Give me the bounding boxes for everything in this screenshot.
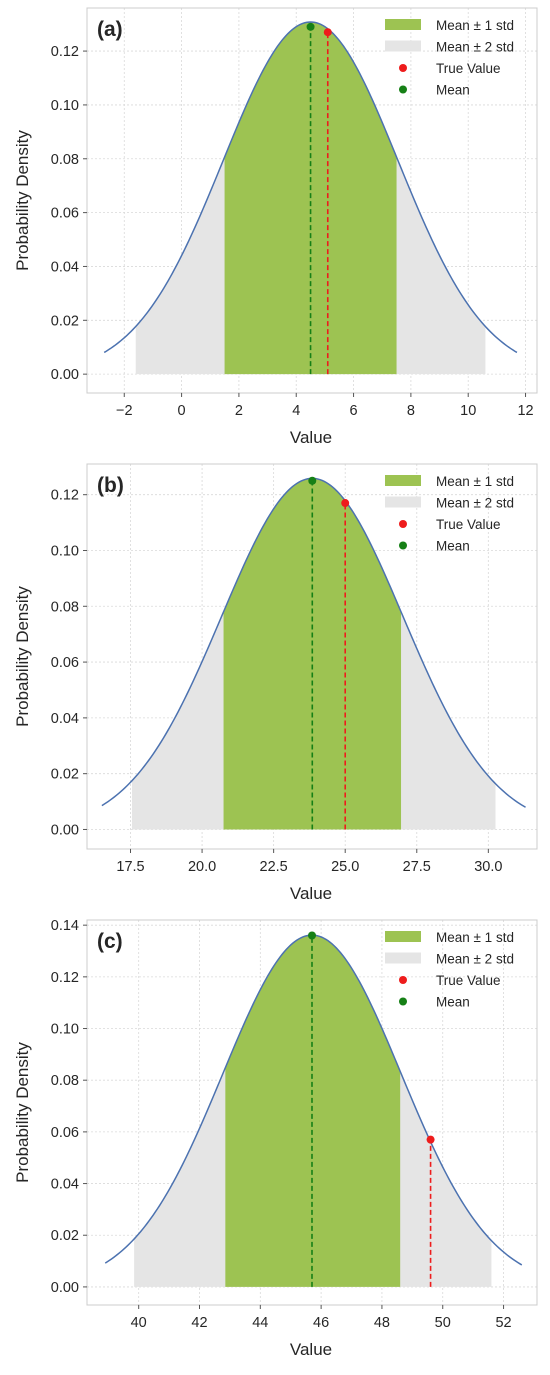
panel-a-mean-point <box>306 22 315 31</box>
panel-c-y-tick-label: 0.02 <box>51 1228 79 1244</box>
panel-c-x-tick-label: 44 <box>252 1315 268 1331</box>
panel-c-y-tick-label: 0.12 <box>51 970 79 986</box>
panel-c: 40 42 44 46 48 50 52 0.00 0.02 0.04 0.06 0.08 0.10 0.… <box>13 918 538 1359</box>
panel-a-x-tick-label: 12 <box>517 403 533 419</box>
panel-c-x-tick-label: 52 <box>495 1315 511 1331</box>
panel-b-y-tick-label: 0.10 <box>51 543 79 559</box>
panel-c-y-tick-label: 0.08 <box>51 1073 79 1089</box>
panel-b-legend-label: Mean ± 2 std <box>436 496 514 511</box>
panel-a: −2 0 2 4 6 8 10 12 0.00 0.02 0.04 0.06 0.08 0.10 0.12 V… <box>13 7 538 447</box>
panel-c-x-tick-label: 40 <box>131 1315 147 1331</box>
panel-a-y-tick-label: 0.00 <box>51 367 79 383</box>
panel-c-legend-label: Mean <box>436 995 470 1010</box>
panel-b: 17.5 20.0 22.5 25.0 27.5 30.0 0.00 0.02 0.04 0.06… <box>13 463 538 903</box>
panel-b-legend-marker-true-value <box>399 520 407 528</box>
panel-c-y-axis-title: Probability Density <box>13 1042 32 1183</box>
panel-a-x-tick-label: 4 <box>292 403 300 419</box>
panel-b-y-tick-label: 0.12 <box>51 488 79 504</box>
panel-b-x-tick-label: 25.0 <box>331 859 359 875</box>
panel-a-density-curve <box>103 21 518 354</box>
panel-b-y-tick-label: 0.08 <box>51 599 79 615</box>
panel-a-frame <box>86 7 538 394</box>
panel-a-legend-swatch-2std <box>385 40 421 52</box>
panel-b-legend-label: Mean <box>436 539 470 554</box>
panel-b-y-tick-label: 0.04 <box>51 711 79 727</box>
panel-b-x-tick-label: 27.5 <box>403 859 431 875</box>
panel-c-y-tick-label: 0.14 <box>51 918 79 934</box>
panel-c-band-1std <box>225 935 401 1287</box>
panel-c-legend-marker-mean <box>399 997 407 1006</box>
panel-b-x-tick-label: 22.5 <box>260 859 288 875</box>
panel-a-x-tick-label: 2 <box>235 403 243 419</box>
panel-b-legend-swatch-2std <box>385 496 421 508</box>
panel-a-y-tick-label: 0.12 <box>51 44 79 60</box>
panel-a-y-axis-title: Probability Density <box>13 130 32 271</box>
panel-a-true-value-point <box>323 28 332 37</box>
panel-c-legend: Mean ± 1 std Mean ± 2 std True Value Mean <box>385 930 514 1010</box>
panel-b-true-value-point <box>341 499 350 508</box>
panel-b-panel-label: (b) <box>97 474 124 497</box>
panel-a-legend-marker-true-value <box>399 64 407 72</box>
panel-a-y-tick-label: 0.02 <box>51 313 79 329</box>
panel-c-y-tick-label: 0.04 <box>51 1177 79 1193</box>
panel-a-legend-label: Mean ± 1 std <box>436 18 514 33</box>
panel-b-frame <box>86 463 538 850</box>
panel-a-legend-label: Mean ± 2 std <box>436 40 514 55</box>
panel-a-x-tick-label: −2 <box>116 403 133 419</box>
panel-c-legend-swatch-2std <box>385 952 421 964</box>
panel-a-y-tick-label: 0.08 <box>51 152 79 168</box>
panel-c-legend-marker-true-value <box>399 976 407 984</box>
panel-c-legend-label: Mean ± 2 std <box>436 952 514 967</box>
panel-c-x-tick-label: 50 <box>435 1315 451 1331</box>
panel-a-y-tick-label: 0.04 <box>51 259 79 275</box>
panel-c-x-axis-title: Value <box>290 1340 332 1359</box>
panel-c-true-value-point <box>426 1135 435 1144</box>
panel-a-x-tick-label: 0 <box>178 403 186 419</box>
panel-b-mean-point <box>308 476 317 485</box>
panel-b-y-axis-title: Probability Density <box>13 586 32 727</box>
panel-c-y-tick-label: 0.00 <box>51 1280 79 1296</box>
panel-a-x-tick-label: 8 <box>407 403 415 419</box>
panel-b-band-1std <box>223 478 402 830</box>
panel-a-y-tick-label: 0.10 <box>51 98 79 114</box>
panel-a-legend-swatch-1std <box>385 19 421 30</box>
panel-a-y-tick-label: 0.06 <box>51 206 79 222</box>
panel-c-y-tick-label: 0.06 <box>51 1125 79 1141</box>
panel-c-panel-label: (c) <box>97 930 123 953</box>
panel-b-legend: Mean ± 1 std Mean ± 2 std True Value Mean <box>385 474 514 554</box>
panel-a-legend-label: Mean <box>436 83 470 98</box>
panel-a-x-tick-label: 6 <box>350 403 358 419</box>
panel-b-x-tick-label: 30.0 <box>474 859 502 875</box>
panel-c-legend-label: True Value <box>436 973 501 988</box>
panel-c-legend-swatch-1std <box>385 931 421 942</box>
panel-c-x-tick-label: 42 <box>191 1315 207 1331</box>
panel-c-y-tick-label: 0.10 <box>51 1022 79 1038</box>
panel-a-x-tick-label: 10 <box>460 403 476 419</box>
panel-a-panel-label: (a) <box>97 18 123 41</box>
panel-b-x-tick-label: 20.0 <box>188 859 216 875</box>
panel-b-x-axis-title: Value <box>290 884 332 903</box>
panel-b-legend-marker-mean <box>399 541 407 550</box>
panel-a-x-axis-title: Value <box>290 428 332 447</box>
panel-a-legend-label: True Value <box>436 61 501 76</box>
panel-c-x-tick-label: 46 <box>313 1315 329 1331</box>
panel-a-legend-marker-mean <box>399 85 407 94</box>
panel-a-legend: Mean ± 1 std Mean ± 2 std True Value Mean <box>385 18 514 98</box>
panel-c-frame <box>86 919 538 1306</box>
panel-c-legend-label: Mean ± 1 std <box>436 930 514 945</box>
panel-b-x-tick-label: 17.5 <box>116 859 144 875</box>
panel-b-legend-label: True Value <box>436 517 501 532</box>
panel-b-legend-label: Mean ± 1 std <box>436 474 514 489</box>
panel-b-legend-swatch-1std <box>385 475 421 486</box>
panel-c-mean-point <box>308 931 316 940</box>
panel-b-y-tick-label: 0.06 <box>51 655 79 671</box>
panel-c-x-tick-label: 48 <box>374 1315 390 1331</box>
panel-b-y-tick-label: 0.02 <box>51 767 79 783</box>
panel-b-y-tick-label: 0.00 <box>51 822 79 838</box>
